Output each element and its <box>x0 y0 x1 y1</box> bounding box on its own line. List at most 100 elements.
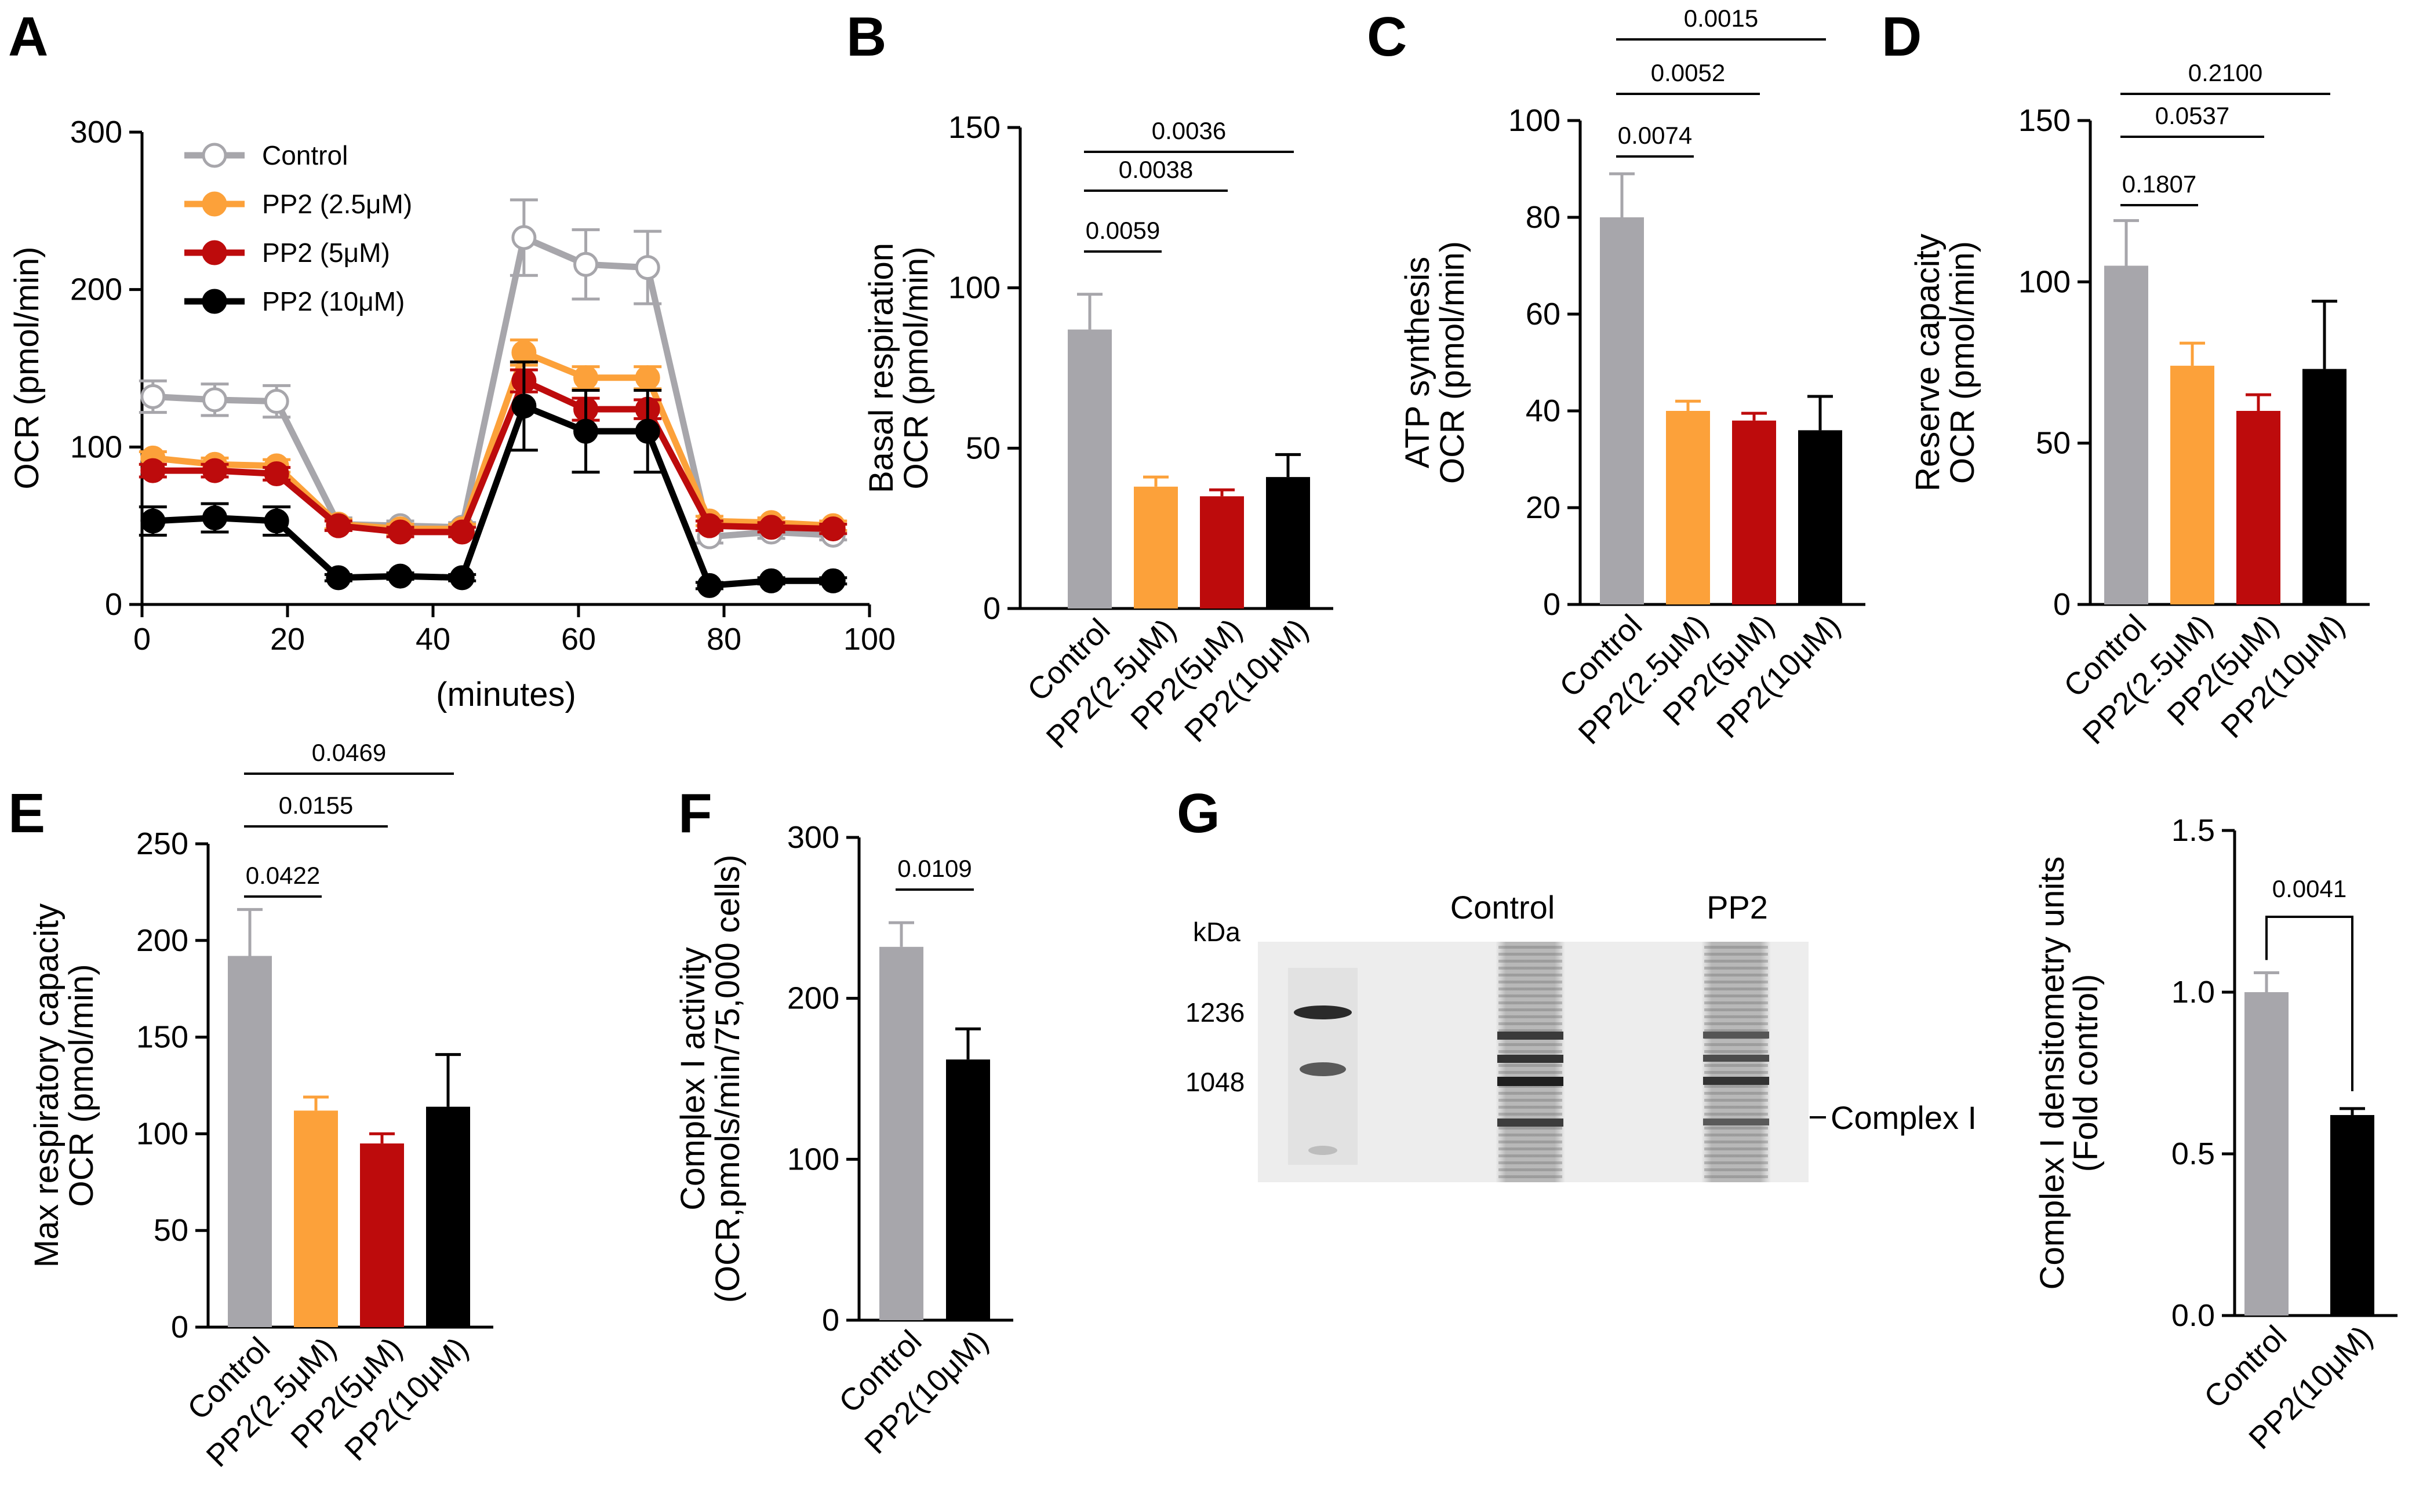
y-tick-label-f: 200 <box>787 981 839 1016</box>
y-tick-label-f: 0 <box>822 1303 839 1338</box>
y-tick-label-c: 60 <box>1526 297 1560 331</box>
blot-lane-control <box>1496 942 1565 1182</box>
y-tick-label-d: 150 <box>2018 103 2071 138</box>
data-point-PP2 (10μM) <box>140 508 166 534</box>
data-point-PP2 (10μM) <box>820 568 846 593</box>
y-axis-label-c: OCR (pmol/min) <box>1434 241 1471 484</box>
western-blot: Control PP2 kDa 1236 1048 Complex I <box>1185 889 1977 1182</box>
data-point-PP2 (10μM) <box>449 565 475 591</box>
y-axis-label-d: OCR (pmol/min) <box>1944 241 1981 484</box>
y-axis-label-g: (Fold control) <box>2067 974 2105 1172</box>
x-tick-label-a: 80 <box>707 622 741 657</box>
panel-label-c: C <box>1367 6 1407 68</box>
y-tick-label-c: 100 <box>1508 103 1560 138</box>
data-point-PP2 (5μM) <box>697 513 722 538</box>
ladder-band-1048 <box>1300 1062 1346 1076</box>
data-point-Control <box>140 384 166 409</box>
y-tick-label-g: 0.5 <box>2171 1136 2215 1171</box>
ladder-band-faint <box>1308 1146 1337 1155</box>
y-axis-label-b: Basal respiration <box>863 243 900 493</box>
data-point-PP2 (10μM) <box>264 508 289 534</box>
panel-label-f: F <box>678 782 712 844</box>
p-value-label: 0.1807 <box>2122 170 2196 198</box>
y-axis-label-e: Max respiratory capacity <box>28 903 66 1268</box>
y-tick-label-c: 40 <box>1526 394 1560 428</box>
y-tick-label-d: 0 <box>2053 587 2071 622</box>
legend-marker-PP2 (5μM) <box>202 240 227 265</box>
y-tick-label-e: 200 <box>136 923 188 958</box>
y-tick-label-a: 300 <box>70 115 122 150</box>
x-tick-label-a: 40 <box>416 622 450 657</box>
data-point-PP2 (10μM) <box>388 563 413 589</box>
bar-PP2(10μM) <box>426 1106 470 1327</box>
data-point-PP2 (10μM) <box>573 418 599 444</box>
data-point-PP2 (5μM) <box>388 519 413 545</box>
data-point-PP2 (10μM) <box>635 418 660 444</box>
blot-marker-1048: 1048 <box>1185 1067 1245 1097</box>
p-value-label: 0.0155 <box>279 792 353 819</box>
y-tick-label-d: 100 <box>2018 264 2071 299</box>
legend-label: Control <box>262 140 348 170</box>
y-tick-label-c: 80 <box>1526 200 1560 235</box>
ladder-band-1236 <box>1294 1005 1352 1019</box>
bar-PP2(5μM) <box>1200 496 1244 609</box>
bar-PP2(2.5μM) <box>2170 366 2214 604</box>
y-tick-label-a: 0 <box>105 587 122 622</box>
p-value-label: 0.0041 <box>2272 875 2346 902</box>
y-tick-label-e: 0 <box>171 1310 188 1345</box>
data-point-PP2 (10μM) <box>759 568 784 593</box>
y-tick-label-b: 0 <box>983 591 1001 626</box>
bar-Control <box>2244 992 2289 1316</box>
y-tick-label-b: 100 <box>948 271 1001 305</box>
chart-f-complex-i-activity: 0 100 200 300 Complex I activity(OCR,pmols/m… <box>674 820 1013 1460</box>
bar-PP2(5μM) <box>2236 411 2280 604</box>
y-tick-label-c: 0 <box>1543 587 1560 622</box>
bar-PP2(10μM) <box>946 1059 990 1320</box>
y-axis-label-c: ATP synthesis <box>1399 257 1436 468</box>
data-point-Control <box>635 255 660 280</box>
blot-lane-label-pp2: PP2 <box>1707 889 1768 926</box>
bar-Control <box>1068 329 1112 609</box>
y-tick-label-f: 100 <box>787 1142 839 1176</box>
p-value-label: 0.0074 <box>1618 122 1692 149</box>
data-point-PP2 (10μM) <box>202 505 227 531</box>
bar-PP2(2.5μM) <box>294 1110 338 1327</box>
x-axis-label-a: (minutes) <box>436 676 576 713</box>
data-point-PP2 (5μM) <box>264 461 289 487</box>
p-value-label: 0.0038 <box>1119 156 1193 183</box>
data-point-PP2 (10μM) <box>511 394 537 419</box>
y-tick-label-e: 100 <box>136 1116 188 1151</box>
data-point-PP2 (5μM) <box>449 519 475 545</box>
y-axis-label-g: Complex I densitometry units <box>2033 857 2071 1290</box>
panel-label-d: D <box>1882 6 1922 68</box>
data-point-PP2 (2.5μM) <box>573 365 599 391</box>
legend-marker-PP2 (2.5μM) <box>202 191 227 217</box>
p-value-label: 0.0537 <box>2155 102 2229 129</box>
panel-label-a: A <box>8 6 48 68</box>
bar-Control <box>2104 265 2148 604</box>
data-point-Control <box>573 252 599 277</box>
y-tick-label-g: 1.5 <box>2171 813 2215 848</box>
p-value-label: 0.0059 <box>1086 217 1160 244</box>
bar-PP2(5μM) <box>360 1143 404 1327</box>
x-tick-label-a: 100 <box>843 622 896 657</box>
legend-label: PP2 (5μM) <box>262 238 390 268</box>
ladder-lane <box>1288 968 1358 1165</box>
legend-label: PP2 (2.5μM) <box>262 189 412 219</box>
bar-PP2(5μM) <box>1732 420 1776 604</box>
panel-label-g: G <box>1177 782 1220 844</box>
y-tick-label-b: 150 <box>948 110 1001 145</box>
panel-label-b: B <box>846 6 886 68</box>
y-tick-label-b: 50 <box>966 431 1001 465</box>
p-value-label: 0.2100 <box>2188 59 2262 86</box>
y-tick-label-g: 0.0 <box>2171 1298 2215 1333</box>
bar-Control <box>879 946 923 1320</box>
p-value-label: 0.0015 <box>1684 5 1758 32</box>
blot-lane-pp2 <box>1701 942 1771 1182</box>
x-tick-label-a: 20 <box>270 622 305 657</box>
y-tick-label-g: 1.0 <box>2171 975 2215 1010</box>
data-point-Control <box>511 225 537 250</box>
p-value-label: 0.0422 <box>246 862 320 889</box>
